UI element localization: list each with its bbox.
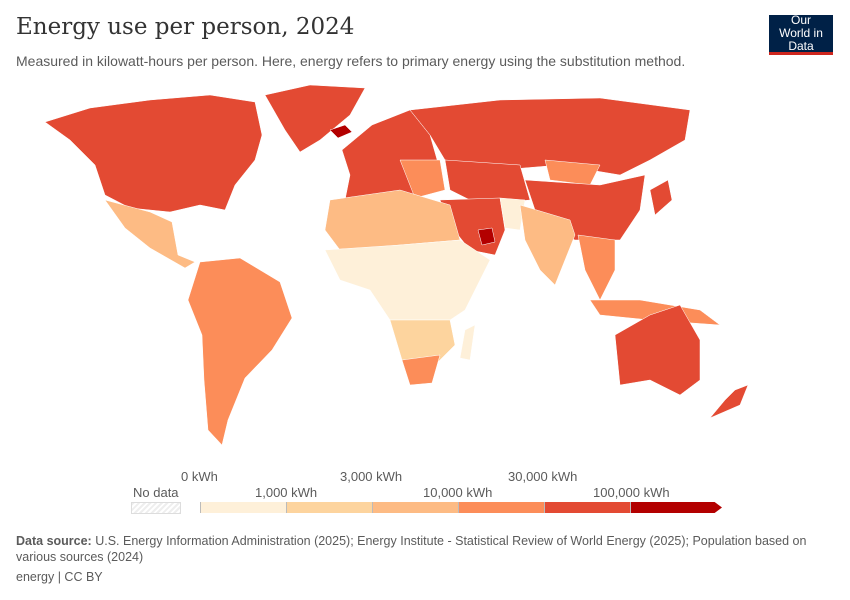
region-russia[interactable]	[409, 97, 691, 176]
legend-bin-5[interactable]	[630, 502, 722, 513]
region-north-africa[interactable]	[324, 189, 461, 251]
legend-label-3000: 3,000 kWh	[340, 469, 403, 484]
legend-bin-4[interactable]	[544, 502, 630, 513]
region-gulf[interactable]	[477, 227, 496, 246]
legend-label-0: 0 kWh	[181, 469, 218, 484]
world-map	[44, 85, 749, 446]
legend-bin-2[interactable]	[372, 502, 458, 513]
legend-no-data-swatch[interactable]	[131, 502, 181, 514]
region-india[interactable]	[519, 204, 576, 286]
region-greenland[interactable]	[264, 85, 366, 153]
data-source: Data source: U.S. Energy Information Adm…	[16, 533, 816, 565]
legend-label-10000: 10,000 kWh	[423, 485, 493, 500]
region-madagascar[interactable]	[459, 324, 476, 361]
legend-label-1000: 1,000 kWh	[255, 485, 318, 500]
region-central-america[interactable]	[104, 199, 196, 269]
owid-logo[interactable]: Our World in Data	[769, 13, 833, 55]
legend-bin-1[interactable]	[286, 502, 372, 513]
legend: No data 0 kWh 3,000 kWh 30,000 kWh 1,000…	[0, 465, 850, 525]
legend-label-100000: 100,000 kWh	[593, 485, 670, 500]
region-japan[interactable]	[649, 179, 673, 216]
region-iceland[interactable]	[329, 124, 353, 139]
region-pakistan[interactable]	[499, 197, 526, 231]
region-southeast-asia[interactable]	[577, 234, 616, 301]
logo-text: Our World in Data	[779, 13, 823, 53]
region-new-zealand[interactable]	[709, 384, 749, 419]
region-north-america[interactable]	[44, 94, 263, 213]
page-title: Energy use per person, 2024	[16, 14, 355, 40]
region-australia[interactable]	[614, 304, 701, 396]
source-text: U.S. Energy Information Administration (…	[16, 534, 807, 564]
source-label: Data source:	[16, 534, 92, 548]
subtitle: Measured in kilowatt-hours per person. H…	[16, 53, 686, 69]
region-eastern-europe[interactable]	[399, 159, 446, 199]
legend-no-data-label: No data	[133, 485, 179, 500]
region-south-america[interactable]	[187, 257, 293, 446]
region-south-africa[interactable]	[401, 354, 441, 386]
legend-bin-3[interactable]	[458, 502, 544, 513]
license[interactable]: energy | CC BY	[16, 570, 103, 584]
region-central-africa[interactable]	[324, 239, 491, 321]
legend-label-30000: 30,000 kWh	[508, 469, 578, 484]
legend-bin-0[interactable]	[200, 502, 286, 513]
